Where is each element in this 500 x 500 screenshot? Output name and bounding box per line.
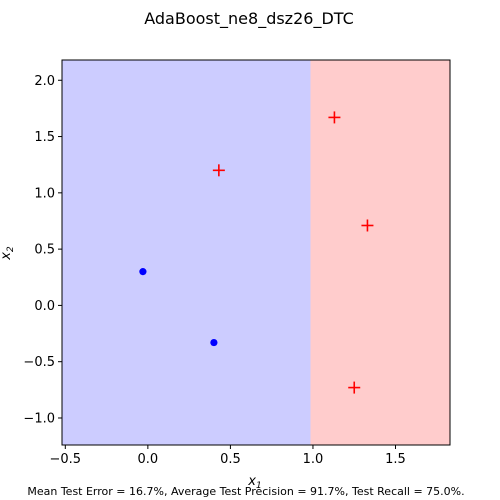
x-axis-label-main: x: [247, 474, 256, 489]
y-axis-label-subscript: 2: [6, 246, 16, 252]
x-tick-label: 0.0: [138, 452, 159, 467]
data-point-dot: [210, 338, 218, 347]
data-point-plus: [212, 164, 225, 177]
x-axis-label: x1: [247, 474, 261, 491]
y-tick-label: 2.0: [34, 74, 55, 89]
x-axis-label-subscript: 1: [256, 481, 262, 491]
data-point-plus: [361, 219, 374, 232]
x-tick-label: −0.5: [50, 452, 82, 467]
metrics-footer: Mean Test Error = 16.7%, Average Test Pr…: [27, 485, 464, 498]
chart-title: AdaBoost_ne8_dsz26_DTC: [144, 9, 354, 29]
x-tick-label: 1.0: [303, 452, 324, 467]
y-tick-label: 1.0: [34, 186, 55, 201]
y-tick-label: 0.0: [34, 299, 55, 314]
plot-frame: [61, 59, 451, 446]
data-point-dot: [139, 268, 147, 276]
y-axis-ticks: −1.0 −0.5 0.0 0.5 1.0 1.5 2.0: [23, 74, 62, 426]
y-axis-label-main: x: [0, 252, 14, 261]
y-axis-label: x2: [0, 246, 16, 261]
y-tick-label: 0.5: [34, 243, 55, 258]
y-tick-label: −1.0: [23, 411, 55, 426]
y-tick-label: 1.5: [34, 130, 55, 145]
data-point-plus: [348, 381, 361, 394]
decision-region-positive: [310, 60, 450, 445]
x-tick-label: 0.5: [220, 452, 241, 467]
y-tick-label: −0.5: [23, 355, 55, 370]
x-axis-ticks: −0.5 0.0 0.5 1.0 1.5: [50, 445, 406, 467]
data-point-plus: [328, 111, 341, 124]
decision-region-negative: [62, 60, 311, 445]
plot-area: [61, 59, 451, 446]
x-tick-label: 1.5: [385, 452, 406, 467]
